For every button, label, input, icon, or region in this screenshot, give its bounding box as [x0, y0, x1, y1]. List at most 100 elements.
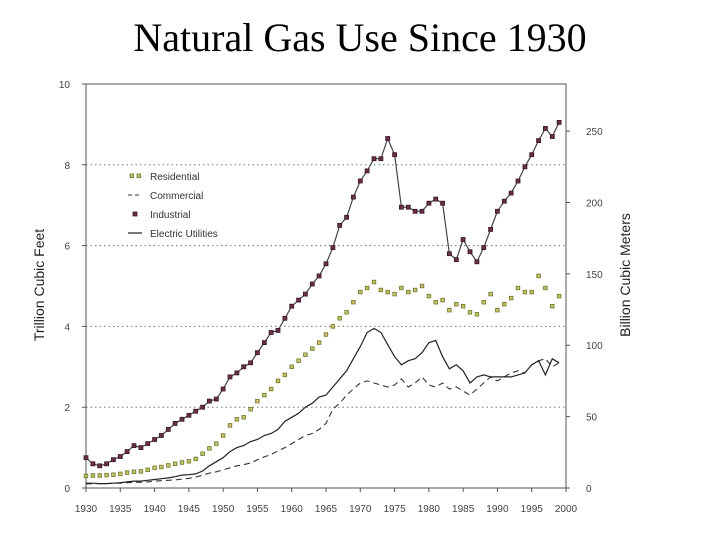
series-line-electric-utilities — [86, 327, 560, 485]
point-residential — [426, 293, 432, 299]
point-industrial — [248, 360, 254, 366]
point-residential — [543, 285, 548, 291]
point-industrial — [316, 273, 322, 279]
point-industrial — [385, 136, 391, 141]
point-residential — [399, 285, 404, 291]
x-tick-label: 1955 — [246, 504, 269, 515]
point-residential — [467, 310, 473, 315]
y-tick-label: 8 — [64, 161, 70, 172]
point-industrial — [282, 315, 288, 321]
x-tick-label: 1960 — [281, 504, 304, 515]
point-residential — [172, 461, 178, 466]
legend-label-residential: Residential — [150, 172, 199, 183]
point-industrial — [330, 245, 336, 251]
point-industrial — [371, 156, 377, 162]
point-residential — [131, 469, 137, 474]
point-industrial — [357, 178, 363, 184]
point-residential — [337, 316, 342, 321]
point-residential — [138, 469, 144, 474]
point-industrial — [323, 261, 329, 267]
x-tick-label: 1985 — [452, 504, 475, 515]
point-residential — [488, 291, 493, 297]
point-industrial — [220, 386, 226, 392]
point-residential — [508, 295, 514, 301]
point-residential — [529, 289, 534, 295]
point-residential — [406, 289, 411, 295]
point-residential — [90, 473, 96, 478]
point-industrial — [131, 443, 137, 449]
point-residential — [83, 473, 89, 479]
point-industrial — [549, 134, 555, 139]
point-residential — [234, 417, 240, 422]
series-line-commercial — [85, 358, 560, 485]
point-industrial — [440, 200, 446, 206]
point-industrial — [446, 251, 452, 257]
point-residential — [220, 433, 226, 438]
point-industrial — [364, 168, 370, 174]
x-tick-label: 1950 — [212, 504, 235, 515]
point-industrial — [522, 164, 528, 170]
point-residential — [371, 279, 377, 285]
point-residential — [255, 398, 260, 404]
y-tick-label: 2 — [64, 403, 70, 414]
point-industrial — [337, 222, 343, 228]
point-industrial — [467, 249, 473, 255]
x-tick-label: 1935 — [109, 504, 132, 515]
point-industrial — [433, 196, 439, 202]
point-industrial — [426, 200, 432, 206]
point-industrial — [488, 226, 494, 232]
point-residential — [145, 467, 150, 472]
y-tick-label: 6 — [64, 242, 70, 253]
point-residential — [536, 273, 541, 279]
y-tick-label: 10 — [59, 80, 71, 91]
point-residential — [447, 307, 452, 313]
point-industrial — [158, 433, 164, 438]
point-residential — [241, 415, 246, 420]
x-tick-label: 1945 — [178, 504, 201, 515]
point-industrial — [460, 237, 466, 242]
point-industrial — [302, 291, 308, 297]
point-residential — [351, 299, 356, 305]
point-industrial — [83, 455, 89, 461]
x-tick-label: 1940 — [143, 504, 166, 515]
x-tick-label: 1975 — [383, 504, 406, 515]
point-industrial — [378, 156, 384, 162]
point-residential — [474, 312, 480, 317]
plot-border — [85, 83, 567, 489]
point-industrial — [275, 327, 281, 333]
point-industrial — [165, 426, 171, 432]
y2-tick-label: 100 — [586, 341, 603, 352]
point-residential — [330, 324, 336, 329]
point-residential — [556, 293, 562, 299]
point-industrial — [515, 178, 521, 184]
point-residential — [303, 352, 308, 357]
point-industrial — [529, 152, 535, 158]
y-axis-title: Trillion Cubic Feet — [31, 229, 47, 341]
y-tick-label: 4 — [64, 322, 70, 333]
point-industrial — [179, 416, 185, 422]
point-residential — [296, 358, 301, 363]
legend-label-electric-utilities: Electric Utilities — [150, 229, 218, 240]
point-industrial — [501, 198, 507, 204]
point-residential — [282, 372, 288, 378]
y2-tick-label: 200 — [586, 198, 603, 209]
x-tick-label: 1965 — [315, 504, 338, 515]
point-residential — [358, 289, 363, 295]
x-tick-label: 1970 — [349, 504, 372, 515]
point-industrial — [350, 194, 356, 200]
point-residential — [344, 310, 349, 315]
point-industrial — [193, 408, 199, 414]
point-industrial — [474, 259, 480, 265]
slide-title: Natural Gas Use Since 1930 — [133, 15, 587, 60]
point-residential — [193, 456, 198, 462]
point-industrial — [392, 152, 398, 158]
point-residential — [159, 464, 164, 470]
point-industrial — [124, 449, 130, 455]
legend-label-commercial: Commercial — [150, 191, 203, 202]
y2-tick-label: 0 — [586, 484, 592, 495]
point-industrial — [412, 208, 418, 214]
point-industrial — [241, 364, 247, 370]
point-industrial — [405, 204, 411, 210]
point-residential — [248, 406, 253, 412]
